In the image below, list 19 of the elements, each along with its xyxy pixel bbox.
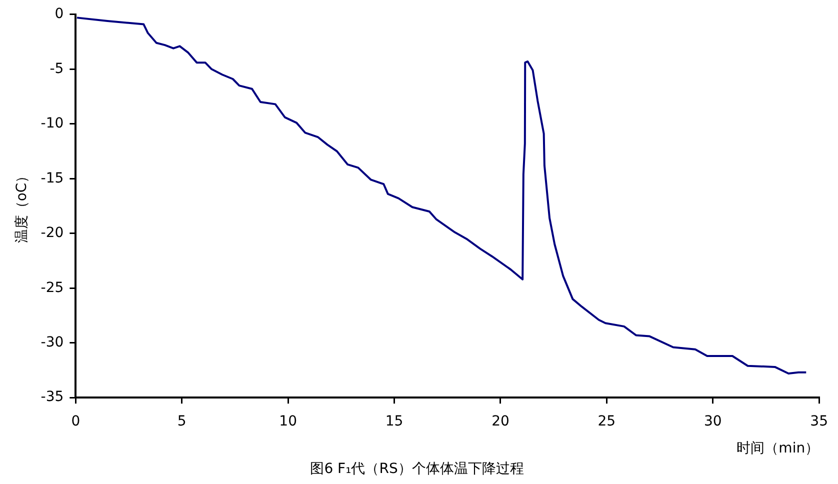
y-tick-label: -15 xyxy=(40,170,64,186)
x-tick-label: 0 xyxy=(71,414,80,430)
y-tick-label: -5 xyxy=(50,60,64,77)
x-tick-label: 30 xyxy=(704,414,722,430)
y-tick-label: -30 xyxy=(40,334,64,350)
y-axis-title: 温度（oC） xyxy=(14,168,30,244)
x-axis-title: 时间（min） xyxy=(736,440,820,456)
x-tick-label: 15 xyxy=(385,414,404,430)
y-tick-label: -10 xyxy=(40,116,64,132)
x-tick-label: 20 xyxy=(492,414,510,430)
x-tick-label: 25 xyxy=(598,414,616,430)
text: 图6 F₁代（RS）个体体温下降过程 xyxy=(310,461,524,478)
y-tick-label: -35 xyxy=(40,389,64,406)
x-tick-label: 5 xyxy=(177,414,186,430)
y-tick-label: 0 xyxy=(54,6,64,22)
y-tick-label: -20 xyxy=(40,225,64,242)
x-tick-label: 10 xyxy=(279,414,297,430)
y-tick-label: -25 xyxy=(40,280,64,296)
x-tick-label: 35 xyxy=(810,414,828,430)
